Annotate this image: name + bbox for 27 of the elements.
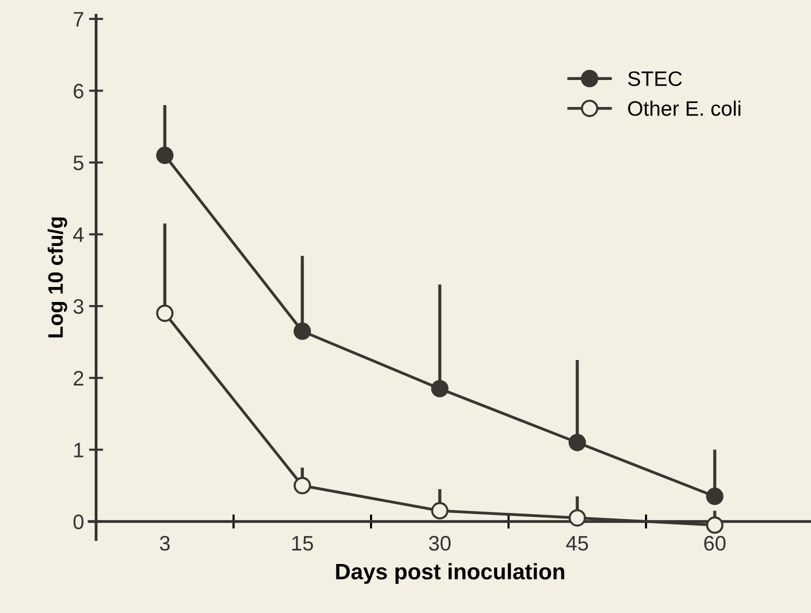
point (706, 488, 724, 506)
y-tick-label: 1 (74, 442, 84, 458)
x-tick-label: 3 (160, 536, 170, 551)
point (706, 516, 724, 534)
point (294, 476, 311, 494)
x-tick-label: 45 (566, 536, 588, 551)
y-tick-label: 5 (74, 156, 84, 170)
x-tick-label: 15 (292, 536, 314, 551)
legend-label: Other E. coli (628, 100, 740, 116)
point (431, 502, 448, 520)
point (568, 509, 586, 527)
y-axis-title: Log 10 cfu/g (48, 217, 68, 338)
y-tick-label: 0 (74, 514, 84, 530)
y-tick-label: 2 (74, 370, 84, 386)
x-tick-label: 30 (429, 536, 451, 551)
x-axis-title: Days post inoculation (336, 563, 564, 584)
point (294, 322, 311, 340)
x-tick-label: 60 (704, 536, 726, 551)
y-tick-label: 6 (74, 84, 84, 98)
y-tick-label: 4 (73, 228, 84, 242)
point (568, 434, 586, 452)
legend-label: STEC (628, 71, 682, 86)
point (431, 380, 448, 398)
y-tick-label: 7 (74, 12, 84, 26)
point (156, 146, 174, 164)
y-tick-label: 3 (73, 299, 84, 314)
point (156, 304, 174, 322)
